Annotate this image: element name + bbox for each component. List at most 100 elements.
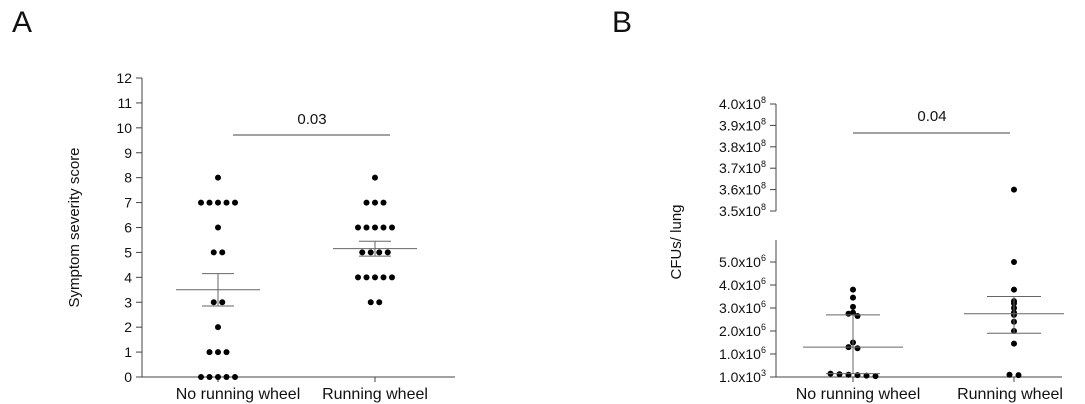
- tick-mantissa: 4.0x10: [719, 277, 761, 293]
- tick-mantissa: 3.9x10: [719, 117, 761, 133]
- data-point: [367, 249, 374, 256]
- tick-exponent: 8: [761, 202, 766, 212]
- tick-exponent: 6: [761, 276, 766, 286]
- y-axis-label: CFUs/ lung: [668, 204, 685, 279]
- data-point: [845, 371, 852, 378]
- data-point: [355, 224, 361, 231]
- data-point: [872, 373, 879, 380]
- p-value-label: 0.04: [917, 108, 946, 125]
- data-point: [845, 310, 852, 317]
- data-point: [372, 224, 378, 231]
- tick-exponent: 8: [761, 181, 766, 191]
- y-tick-label: 4.0x106: [719, 276, 766, 293]
- tick-mantissa: 3.0x10: [719, 300, 761, 316]
- tick-exponent: 8: [761, 95, 766, 105]
- data-point: [1011, 340, 1017, 347]
- data-point: [206, 349, 213, 356]
- y-tick-label: 2.0x106: [719, 322, 766, 339]
- data-point: [215, 174, 221, 181]
- data-point: [363, 199, 370, 206]
- data-point: [215, 224, 221, 231]
- data-point: [1011, 186, 1017, 193]
- y-tick-label: 11: [117, 95, 132, 111]
- tick-mantissa: 4.0x10: [719, 96, 761, 112]
- tick-exponent: 8: [761, 116, 766, 126]
- data-point: [850, 303, 856, 310]
- data-point: [380, 199, 387, 206]
- data-point: [380, 224, 387, 231]
- y-tick-label: 10: [116, 120, 132, 136]
- data-point: [219, 249, 226, 256]
- data-point: [850, 286, 856, 293]
- tick-exponent: 6: [761, 253, 766, 263]
- data-point: [850, 294, 856, 301]
- y-tick-label: 1: [124, 344, 132, 360]
- data-point: [210, 299, 217, 306]
- tick-exponent: 8: [761, 159, 766, 169]
- y-tick-label: 8: [124, 170, 132, 186]
- cfu-lung-chart: 3.5x1083.6x1083.7x1083.8x1083.9x1084.0x1…: [668, 95, 1064, 403]
- data-point: [854, 313, 861, 320]
- data-point: [850, 309, 856, 316]
- data-point: [380, 274, 387, 281]
- tick-exponent: 6: [761, 345, 766, 355]
- data-point: [1011, 259, 1017, 265]
- data-point: [384, 249, 391, 256]
- y-tick-label: 12: [116, 70, 132, 86]
- data-point: [210, 249, 217, 256]
- data-point: [215, 324, 221, 331]
- tick-mantissa: 1.0x10: [719, 346, 761, 362]
- y-tick-label: 6: [124, 220, 132, 236]
- panel-a-letter: A: [12, 6, 33, 39]
- data-point: [372, 174, 378, 181]
- tick-mantissa: 5.0x10: [719, 254, 761, 270]
- data-point: [836, 371, 843, 378]
- x-tick-label: Running wheel: [957, 386, 1063, 403]
- data-point: [1006, 371, 1013, 378]
- tick-exponent: 8: [761, 138, 766, 148]
- data-point: [389, 224, 395, 231]
- tick-mantissa: 3.7x10: [719, 160, 761, 176]
- panel-b-letter: B: [612, 6, 633, 39]
- data-point: [223, 349, 230, 356]
- data-point: [215, 374, 221, 380]
- y-tick-label: 3: [124, 294, 132, 310]
- data-point: [376, 249, 383, 256]
- data-point: [363, 274, 370, 281]
- data-point: [372, 199, 378, 206]
- y-tick-label: 1.0x106: [719, 345, 766, 362]
- y-tick-label: 5.0x106: [719, 253, 766, 270]
- data-point: [1011, 286, 1017, 293]
- tick-mantissa: 2.0x10: [719, 323, 761, 339]
- data-point: [359, 249, 366, 256]
- y-tick-label: 9: [124, 145, 132, 161]
- data-point: [223, 374, 230, 380]
- data-point: [219, 299, 226, 306]
- tick-exponent: 6: [761, 322, 766, 332]
- data-point: [363, 224, 370, 231]
- data-point: [198, 374, 204, 380]
- y-axis-label: Symptom severity score: [66, 147, 83, 307]
- p-value-label: 0.03: [297, 111, 326, 128]
- data-point: [232, 374, 238, 380]
- y-tick-label: 4: [124, 269, 132, 285]
- tick-mantissa: 3.8x10: [719, 139, 761, 155]
- data-point: [215, 349, 221, 356]
- data-point: [215, 199, 221, 206]
- x-tick-label: Running wheel: [322, 386, 428, 403]
- data-point: [198, 199, 204, 206]
- tick-mantissa: 1.0x10: [719, 369, 761, 385]
- y-tick-label: 3.0x106: [719, 299, 766, 316]
- y-tick-label: 0: [124, 369, 132, 385]
- data-point: [206, 199, 213, 206]
- y-tick-label: 2: [124, 319, 132, 335]
- tick-mantissa: 3.6x10: [719, 182, 761, 198]
- data-point: [376, 299, 383, 306]
- y-tick-label: 7: [124, 195, 132, 211]
- tick-exponent: 6: [761, 299, 766, 309]
- data-point: [355, 274, 361, 281]
- data-point: [232, 199, 238, 206]
- y-tick-label: 1.0x103: [719, 368, 766, 385]
- data-point: [1015, 372, 1022, 379]
